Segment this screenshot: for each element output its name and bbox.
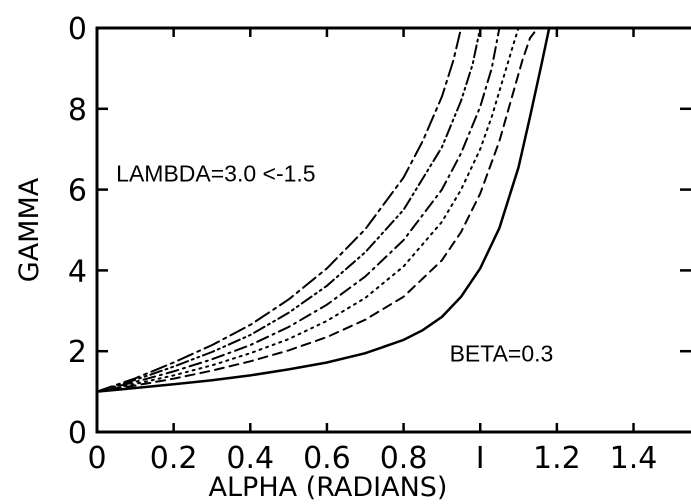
y-axis: 0 2 4 6 8 0 — [68, 12, 691, 451]
series-line-1 — [95, 26, 555, 393]
x-tick-label: 0.6 — [303, 441, 351, 476]
series-line-6 — [96, 27, 463, 393]
annotations: LAMBDA=3.0 <-1.5 BETA=0.3 — [116, 161, 553, 367]
y-tick-label: 0 — [68, 12, 87, 47]
x-tick-label: 0.8 — [380, 441, 428, 476]
y-tick-label: 6 — [68, 174, 87, 209]
series-line-4 — [96, 27, 501, 393]
y-tick-label: 4 — [68, 254, 87, 289]
x-tick-label: 0 — [87, 441, 106, 476]
x-tick-label: 0.4 — [226, 441, 274, 476]
x-tick-label: 0.2 — [150, 441, 198, 476]
plot-frame — [95, 26, 691, 434]
series-line-2 — [96, 27, 539, 393]
y-tick-label: 8 — [68, 93, 87, 128]
y-tick-label: 0 — [68, 416, 87, 451]
x-tick-label: I — [476, 441, 485, 476]
x-axis: 0 0.2 0.4 0.6 0.8 I 1.2 1.4 — [87, 28, 657, 476]
y-tick-label: 2 — [68, 335, 87, 370]
y-axis-title: GAMMA — [14, 177, 45, 282]
plot-area — [95, 26, 691, 434]
x-tick-label: 1.4 — [610, 441, 658, 476]
annotation-2: BETA=0.3 — [450, 340, 554, 366]
series-layer — [95, 26, 555, 393]
series-line-5 — [96, 27, 482, 393]
annotation-1: LAMBDA=3.0 <-1.5 — [116, 161, 315, 187]
series-line-3 — [96, 27, 520, 393]
x-tick-label: 1.2 — [533, 441, 581, 476]
x-axis-title: ALPHA (RADIANS) — [209, 472, 448, 503]
